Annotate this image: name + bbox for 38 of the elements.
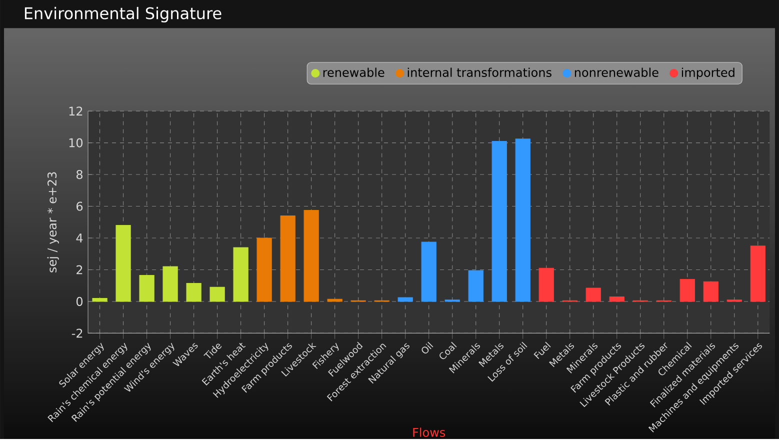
bar <box>750 245 766 302</box>
legend-label: internal transformations <box>408 68 552 77</box>
bar <box>515 138 530 302</box>
bar <box>609 296 624 302</box>
y-axis-title: sej / year * e+23 <box>47 172 59 272</box>
y-tick-label: -2 <box>72 328 82 338</box>
bar <box>304 210 319 302</box>
bar <box>116 224 131 302</box>
y-tick-label: 8 <box>76 170 82 179</box>
y-tick-label: 10 <box>69 138 83 148</box>
bar <box>280 215 296 302</box>
bar <box>233 247 248 302</box>
bar <box>186 282 202 302</box>
bar <box>680 278 695 302</box>
bar <box>327 298 342 302</box>
legend-label: nonrenewable <box>574 68 658 77</box>
bar <box>586 288 601 302</box>
bar <box>703 281 718 302</box>
bar <box>256 238 272 302</box>
legend-label: renewable <box>323 68 384 77</box>
bar <box>421 242 436 302</box>
y-tick-label: 6 <box>76 202 83 211</box>
y-tick-label: 2 <box>76 265 82 274</box>
legend-label: imported <box>682 68 734 80</box>
bar <box>139 274 154 302</box>
bar <box>468 270 484 302</box>
bar <box>492 140 507 302</box>
bar <box>398 297 413 302</box>
y-tick-label: 12 <box>69 106 82 116</box>
y-tick-label: 4 <box>76 233 83 242</box>
x-tick-label: Oil <box>422 342 434 354</box>
bar <box>92 298 108 302</box>
bar <box>162 266 178 302</box>
x-axis-title: Flows <box>413 427 446 437</box>
y-tick-label: 0 <box>76 296 83 306</box>
bar <box>538 268 554 302</box>
bar <box>210 286 225 302</box>
chart-title: Environmental Signature <box>24 6 222 22</box>
